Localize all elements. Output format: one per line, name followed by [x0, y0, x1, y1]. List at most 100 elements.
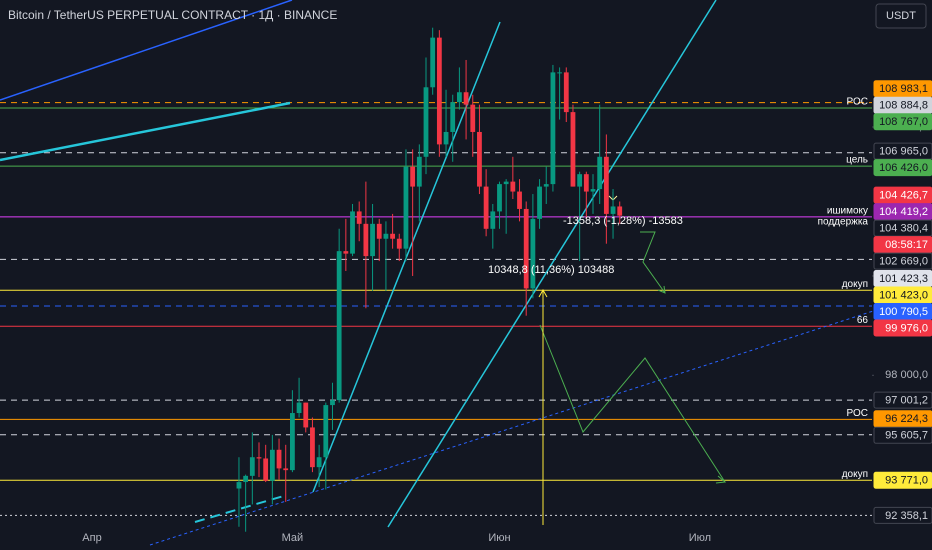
candle-body — [590, 189, 596, 192]
candle-body — [550, 72, 556, 185]
candle-body — [570, 112, 576, 187]
price-label-box — [873, 391, 932, 409]
candle-body — [463, 92, 469, 105]
price-label: 106 965,0 — [879, 146, 928, 158]
candle-body — [543, 184, 549, 187]
measure-line — [538, 288, 548, 525]
candle-body — [403, 166, 409, 249]
candle-body — [457, 92, 462, 103]
level-name: РОС — [847, 408, 868, 419]
candle-body — [423, 87, 429, 157]
candle-body — [597, 156, 603, 190]
candle-body — [343, 251, 349, 254]
annotation: 10348,8 (11,36%) 103488 — [488, 264, 614, 276]
candle-body — [563, 72, 569, 113]
candle-body — [390, 233, 395, 239]
x-tick-label: Июл — [689, 532, 711, 544]
candle-body — [510, 181, 516, 192]
candle-body — [537, 186, 542, 219]
level-name: 66 — [857, 315, 869, 326]
candle-body — [396, 238, 402, 249]
price-label-box — [873, 319, 932, 337]
currency-label[interactable]: USDT — [886, 10, 916, 22]
candle-body — [503, 181, 509, 185]
candle-body — [430, 37, 436, 88]
candle-body — [443, 131, 449, 145]
candle-body — [290, 413, 295, 471]
candle-body — [416, 156, 422, 187]
candle-body — [310, 427, 315, 468]
candle-body — [269, 449, 275, 481]
candle-body — [370, 223, 375, 257]
level-name: поддержка — [818, 217, 869, 228]
candle-body — [350, 211, 355, 254]
price-label: 104 380,4 — [879, 223, 928, 235]
level-name: РОС — [847, 97, 868, 108]
candle-body — [296, 402, 302, 414]
currency-button[interactable] — [875, 3, 927, 29]
price-label-box — [873, 252, 932, 270]
level-name: докуп — [842, 279, 868, 290]
level-name: ишимоку — [827, 206, 868, 217]
price-label-box — [873, 159, 932, 177]
price-label: 101 423,3 — [879, 273, 928, 285]
candle-body — [316, 457, 322, 468]
trend-line — [149, 291, 932, 546]
price-label: 108 983,1 — [879, 83, 928, 95]
candle-layer — [236, 27, 623, 532]
candle-body — [557, 72, 562, 74]
candle-body — [336, 251, 342, 401]
price-label: 08:58:17 — [885, 239, 928, 251]
candle-body — [617, 206, 623, 216]
candle-body — [236, 482, 242, 489]
annotation: -1358,3 (-1,28%) -13583 — [563, 215, 683, 227]
candle-body — [410, 166, 416, 187]
price-label: 96 224,3 — [885, 413, 928, 425]
price-label: 104 419,2 — [879, 206, 928, 218]
projection-path — [539, 324, 727, 484]
candle-body — [263, 458, 269, 481]
candle-body — [497, 184, 502, 212]
candle-body — [583, 174, 589, 192]
candle-body — [249, 457, 255, 476]
candle-body — [383, 233, 389, 239]
candle-body — [256, 457, 262, 459]
x-tick-label: Июн — [488, 532, 510, 544]
chart-title: Bitcoin / TetherUS PERPETUAL CONTRACT · … — [8, 8, 337, 22]
price-label: 92 358,1 — [885, 510, 928, 522]
candle-body — [530, 218, 536, 289]
level-name: цель — [846, 155, 868, 166]
level-name: докуп — [842, 469, 868, 480]
trend-line — [387, 0, 717, 528]
price-label: 102 669,0 — [879, 256, 928, 268]
candle-body — [376, 223, 382, 239]
candle-body — [303, 402, 309, 428]
price-label: 104 426,7 — [879, 190, 928, 202]
price-label-box — [873, 506, 932, 524]
candle-body — [450, 102, 456, 132]
candle-body — [517, 191, 522, 209]
trend-line — [0, 101, 291, 162]
price-label: 95 605,7 — [885, 430, 928, 442]
candle-body — [283, 468, 289, 471]
candle-body — [470, 104, 476, 132]
candle-body — [603, 156, 609, 214]
candle-body — [490, 211, 496, 229]
candle-body — [243, 475, 249, 483]
candle-body — [323, 405, 329, 458]
price-label: 97 001,2 — [885, 394, 928, 406]
y-tick-label: 98 000,0 — [885, 369, 928, 381]
candle-body — [356, 211, 362, 224]
candle-body — [330, 400, 335, 406]
trend-line — [312, 21, 501, 493]
candle-body — [276, 449, 282, 469]
candle-body — [610, 206, 616, 214]
price-label: 100 790,5 — [879, 306, 928, 318]
trend-line — [0, 0, 293, 101]
candle-body — [436, 37, 442, 145]
candle-body — [363, 223, 369, 257]
